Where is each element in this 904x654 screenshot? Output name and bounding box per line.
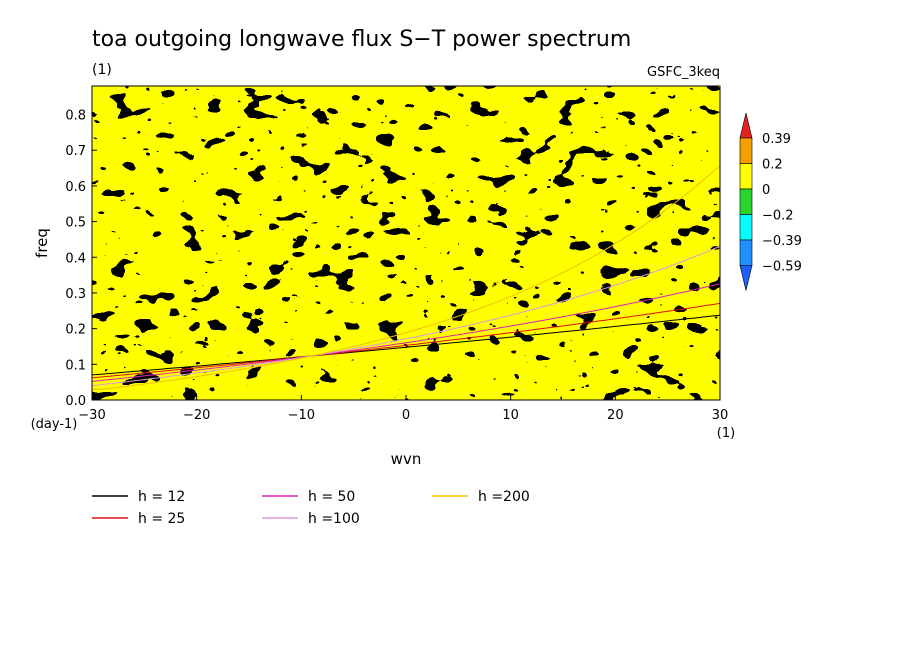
x-tick-label: 20 bbox=[607, 408, 624, 423]
x-axis: −30 −20 −10 0 10 20 30 bbox=[78, 395, 728, 423]
source-label: GSFC_3keq bbox=[647, 65, 720, 80]
y-tick-label: 0.7 bbox=[65, 144, 86, 159]
legend-label-200: h =200 bbox=[478, 489, 530, 505]
x-tick-label: 0 bbox=[402, 408, 410, 423]
y-tick-label: 0.4 bbox=[65, 251, 86, 266]
legend-label-25: h = 25 bbox=[138, 511, 185, 527]
x-tick-label: 30 bbox=[712, 408, 729, 423]
x-tick-label: −30 bbox=[78, 408, 105, 423]
legend: h = 12 h = 25 h = 50 h =100 h =200 bbox=[92, 489, 530, 527]
y-tick-label: 0.5 bbox=[65, 216, 86, 231]
colorbar-swatch bbox=[739, 137, 753, 164]
chart-title: toa outgoing longwave flux S−T power spe… bbox=[92, 27, 631, 52]
dispersion-curve-25 bbox=[92, 302, 720, 379]
colorbar-swatch bbox=[739, 188, 753, 215]
dispersion-curves bbox=[92, 165, 720, 390]
colorbar: 0.39 0.2 0 −0.2 −0.39 −0.59 bbox=[739, 112, 802, 291]
colorbar-label: −0.2 bbox=[762, 209, 794, 224]
x-axis-unit: (1) bbox=[717, 426, 735, 441]
legend-label-100: h =100 bbox=[308, 511, 360, 527]
colorbar-label: 0.39 bbox=[762, 132, 791, 147]
y-tick-label: 0.8 bbox=[65, 109, 86, 124]
y-tick-label: 0.2 bbox=[65, 323, 86, 338]
colorbar-label: 0.2 bbox=[762, 158, 783, 173]
legend-label-50: h = 50 bbox=[308, 489, 355, 505]
colorbar-swatch bbox=[739, 163, 753, 190]
x-tick-label: 10 bbox=[502, 408, 519, 423]
y-axis-unit: (day-1) bbox=[31, 417, 78, 432]
colorbar-label: −0.39 bbox=[762, 234, 802, 249]
colorbar-swatch bbox=[739, 239, 753, 266]
y-axis-label: freq bbox=[33, 228, 51, 258]
dispersion-curve-100 bbox=[92, 245, 720, 387]
x-axis-label: wvn bbox=[391, 450, 422, 468]
dispersion-curve-50 bbox=[92, 283, 720, 382]
y-tick-label: 0.0 bbox=[65, 394, 86, 409]
y-axis: 0.0 0.1 0.2 0.3 0.4 0.5 0.6 0.7 0.8 bbox=[65, 109, 97, 409]
y-tick-label: 0.3 bbox=[65, 287, 86, 302]
dispersion-curve-12 bbox=[92, 314, 720, 376]
colorbar-label: 0 bbox=[762, 183, 770, 198]
chart-subtitle: (1) bbox=[92, 62, 112, 78]
field-strong-positive bbox=[92, 86, 720, 400]
dispersion-curve-200 bbox=[92, 165, 720, 390]
colorbar-min-arrow bbox=[739, 265, 753, 291]
plot-area bbox=[92, 86, 720, 400]
colorbar-swatch bbox=[739, 214, 753, 241]
colorbar-label: −0.59 bbox=[762, 260, 802, 275]
x-tick-label: −20 bbox=[183, 408, 210, 423]
y-tick-label: 0.6 bbox=[65, 180, 86, 195]
y-tick-label: 0.1 bbox=[65, 358, 86, 373]
x-tick-label: −10 bbox=[288, 408, 315, 423]
colorbar-max-arrow bbox=[739, 112, 753, 139]
legend-label-12: h = 12 bbox=[138, 489, 185, 505]
